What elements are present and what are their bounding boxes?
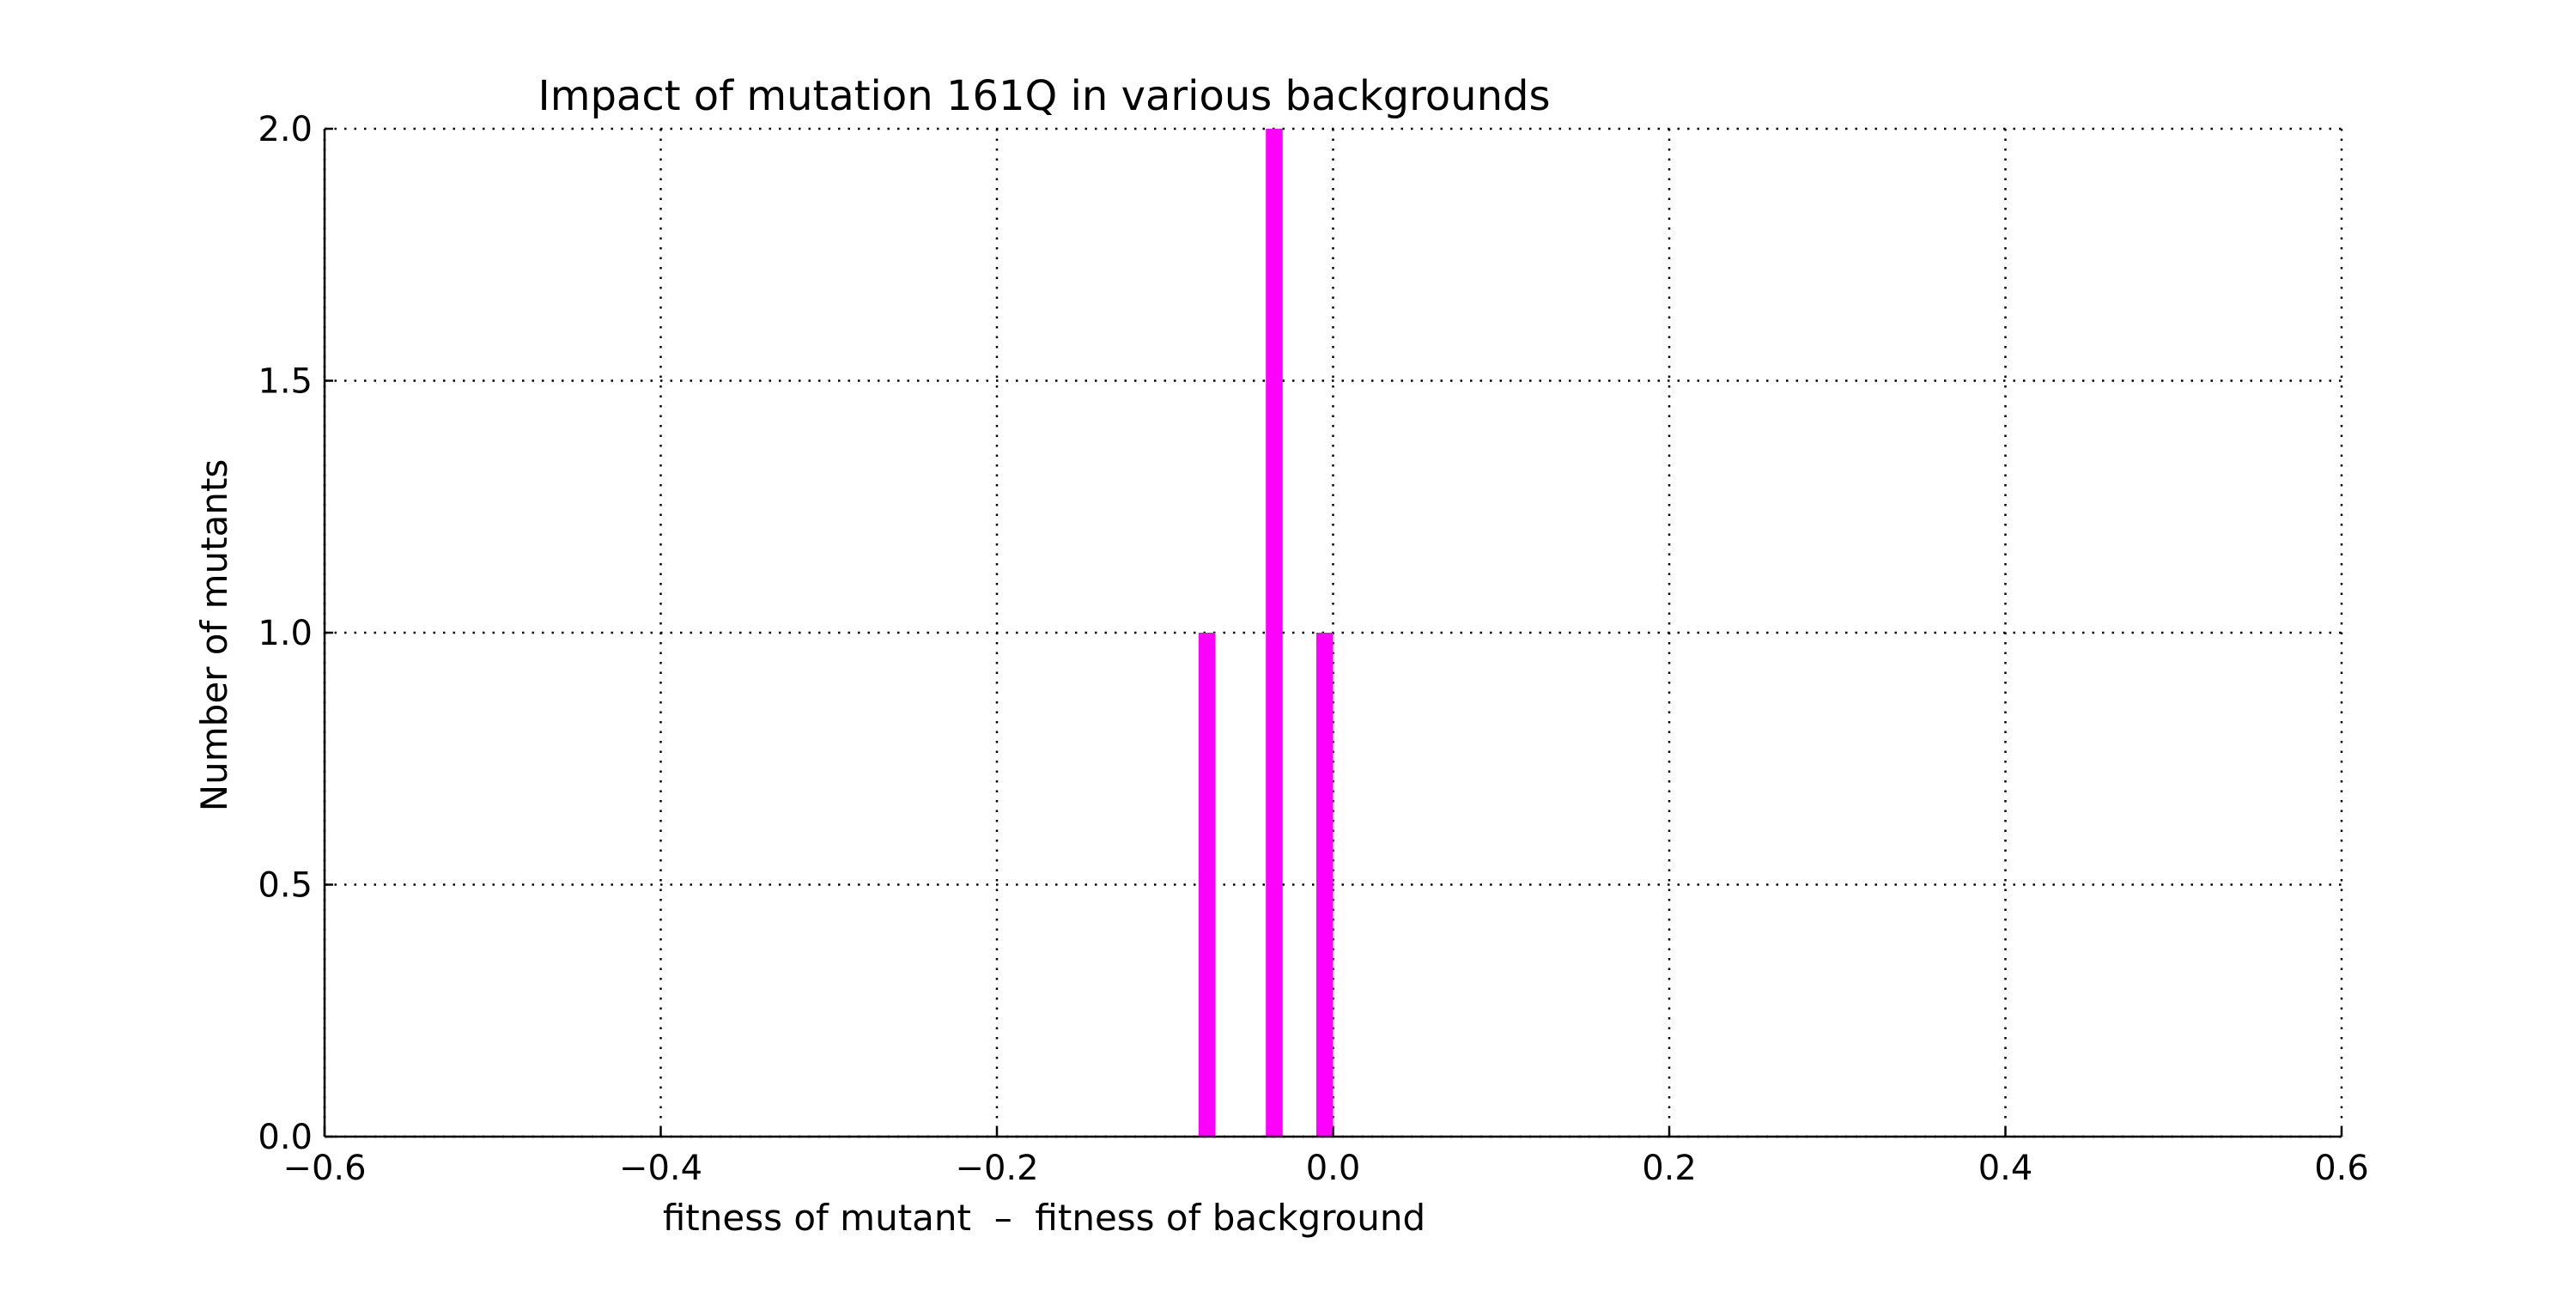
x-tick-label: 0.6 bbox=[2314, 1149, 2369, 1188]
y-tick-label: 2.0 bbox=[258, 110, 313, 149]
y-tick-label: 1.0 bbox=[258, 614, 313, 653]
histogram-bar bbox=[1315, 633, 1334, 1137]
x-tick-label: −0.6 bbox=[283, 1149, 366, 1188]
x-tick-label: −0.4 bbox=[619, 1149, 702, 1188]
histogram-bar bbox=[1266, 129, 1283, 1137]
y-axis-label: Number of mutants bbox=[193, 459, 235, 812]
x-tick-label: −0.2 bbox=[955, 1149, 1038, 1188]
histogram-bars bbox=[1198, 129, 1334, 1137]
y-tick-label: 0.5 bbox=[258, 866, 313, 906]
x-axis-label: fitness of mutant – fitness of backgroun… bbox=[663, 1197, 1425, 1239]
y-tick-label: 0.0 bbox=[258, 1118, 313, 1157]
x-tick-label: 0.4 bbox=[1978, 1149, 2033, 1188]
histogram-bar bbox=[1198, 633, 1216, 1137]
y-tick-label: 1.5 bbox=[258, 362, 313, 402]
x-tick-label: 0.0 bbox=[1306, 1149, 1361, 1188]
axis-ticks: −0.6 −0.4 −0.2 0.0 0.2 0.4 0.6 0.0 0.5 1.0 1.5 2.0 bbox=[258, 110, 2368, 1188]
x-tick-label: 0.2 bbox=[1642, 1149, 1697, 1188]
chart-title: Impact of mutation 161Q in various backg… bbox=[538, 72, 1551, 120]
